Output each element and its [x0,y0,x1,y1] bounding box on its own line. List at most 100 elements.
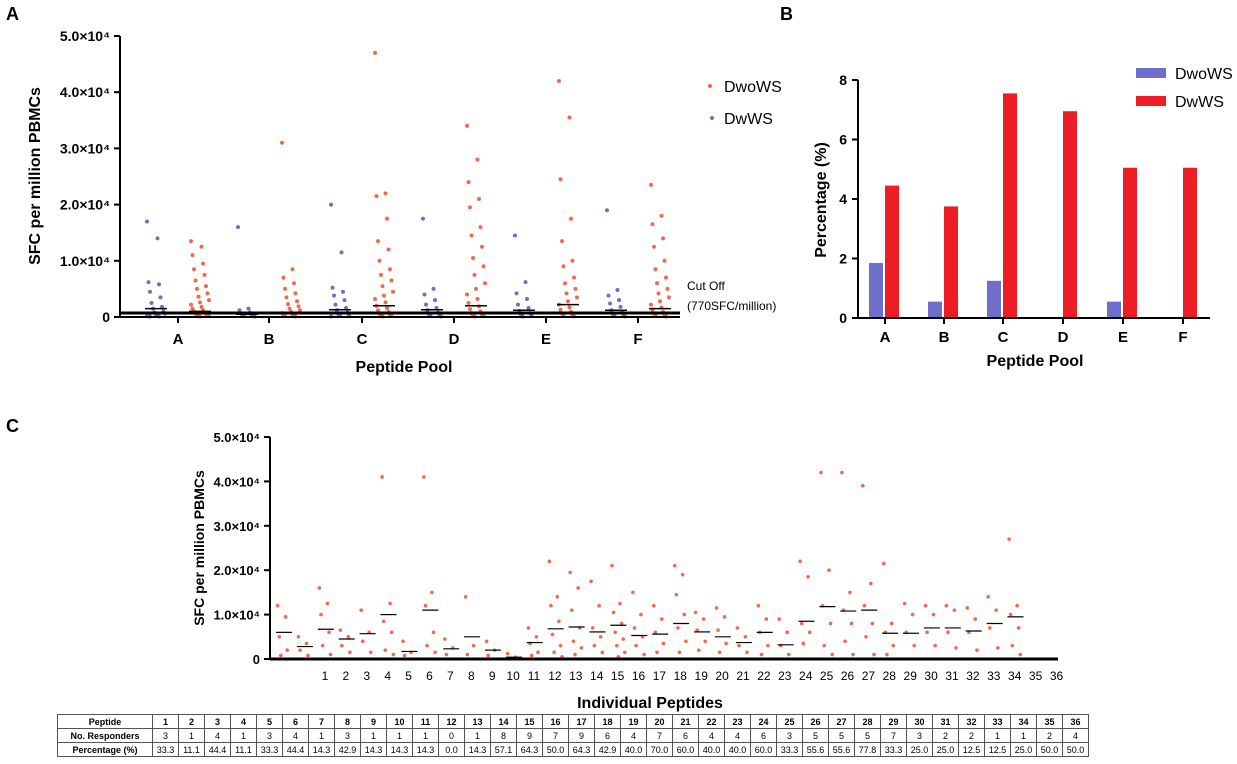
panel-c-point [975,648,979,652]
panel-c-xtick-label: 30 [924,669,938,683]
panel-c-point [759,652,764,657]
table-cell-percentage-34: 25.0 [1010,742,1037,757]
panel-c-point [361,639,365,644]
table-cell-percentage-10: 14.3 [386,742,413,757]
panel-c-point [552,650,556,655]
panel-b-xlabel: Peptide Pool [987,353,1084,370]
panel-c-point [724,641,728,646]
table-header-percentage: Percentage (%) [57,742,153,757]
panel-c-point [828,621,833,626]
responders-table: Peptide 1 2 3 4 5 6 7 8 9 10 11 12 13 14 15 16 17 18 19 20 2… [57,714,1089,757]
panel-a-point-dwows [385,216,389,221]
panel-a-point-dwows [659,213,664,218]
table-cell-peptides-36: 36 [1062,714,1089,729]
panel-c-xtick-label: 22 [757,669,771,683]
panel-c-ytick-label: 5.0×10⁴ [213,430,260,445]
panel-c-point [389,630,394,635]
panel-a-point-dwows [377,258,382,263]
panel-c-point [340,643,344,648]
panel-c-point [996,646,1000,650]
table-cell-peptides-18: 18 [594,714,621,729]
panel-b-xtick-label: B [939,329,950,346]
panel-c-point [902,601,907,606]
panel-c-point [465,652,470,657]
panel-b-bar-dwows [869,262,883,318]
panel-a-point-dwows [658,299,662,304]
panel-c-point [677,650,682,655]
table-cell-percentage-22: 40.0 [698,742,725,757]
table-cell-percentage-17: 64.3 [568,742,595,757]
table-cell-responders-27: 5 [828,728,855,743]
panel-c-point [430,590,434,595]
table-cell-percentage-9: 14.3 [360,742,387,757]
panel-a-point-dwows [189,302,193,307]
panel-a-point-dwows [570,258,575,263]
panel-c-point [319,612,323,617]
table-cell-responders-26: 5 [802,728,829,743]
table-cell-peptides-21: 21 [672,714,699,729]
panel-c-point [827,568,831,572]
panel-c-point [764,617,769,621]
table-cell-percentage-12: 0.0 [438,742,465,757]
panel-a-point-dwws [431,286,436,291]
panel-c-point [946,630,950,635]
panel-c-point [870,621,875,626]
panel-a-ytick-label: 1.0×10⁴ [60,253,110,269]
table-cell-percentage-36: 50.0 [1062,742,1089,757]
panel-a-point-dwws [526,306,531,311]
panel-a-point-dwows [383,300,388,305]
panel-c-point [391,652,396,657]
panel-c-point [348,650,352,655]
table-cell-peptides-23: 23 [724,714,751,729]
panel-a-ytick-label: 4.0×10⁴ [60,84,110,100]
panel-a-point-dwows [466,180,471,185]
panel-c-point [885,652,889,657]
panel-a-point-dwows [386,247,391,252]
panel-c-point [550,632,555,637]
panel-c-ylabel: SFC per million PBMCs [191,470,207,626]
table-cell-percentage-31: 25.0 [932,742,959,757]
panel-a-point-dwows [475,297,480,302]
panel-c-point [954,646,958,650]
panel-c-xtick-label: 4 [384,669,391,683]
panel-b-bar-dwows [928,301,942,318]
panel-a-point-dwws [146,280,151,285]
panel-c-xtick-label: 29 [904,669,918,683]
panel-c-point [433,650,437,655]
panel-c-point [912,643,916,648]
panel-b-bar-dwws [1003,93,1017,318]
panel-a-point-dwows [391,289,395,294]
panel-a-point-dwows [480,244,484,249]
panel-b-bar-dwows [1107,301,1121,318]
table-cell-responders-10: 1 [386,728,413,743]
panel-a-point-dwows [483,281,487,286]
panel-a-xtick-label: C [357,331,368,348]
table-cell-responders-24: 6 [750,728,777,743]
panel-c-point [872,652,876,657]
panel-c-xtick-label: 25 [820,669,834,683]
panel-c-xtick-label: 28 [883,669,897,683]
panel-a-points [145,50,671,319]
panel-c-point [325,601,330,606]
panel-c-xtick-label: 2 [343,669,350,683]
panel-a-point-dwows [561,264,566,269]
panel-a-point-dwows [373,297,377,302]
panel-c-point [952,608,957,612]
panel-a-point-dwows [472,272,477,277]
panel-a-xlabel: Peptide Pool [356,359,453,376]
panel-b-bar-dwws [944,206,958,318]
table-cell-responders-34: 1 [1010,728,1037,743]
table-cell-percentage-16: 50.0 [542,742,569,757]
table-cell-percentage-20: 70.0 [646,742,673,757]
table-cell-responders-12: 0 [438,728,465,743]
panel-c-point [988,626,992,630]
panel-b-chart: Percentage (%) Peptide Pool 0 2 4 6 8 A B C D E F… [813,66,1233,370]
panel-a-point-dwows [280,140,284,145]
table-cell-responders-4: 1 [230,728,257,743]
panel-c-xtick-label: 16 [632,669,646,683]
panel-a-point-dwows [652,244,656,249]
panel-a-point-dwws [157,282,161,287]
table-cell-percentage-24: 60.0 [750,742,777,757]
table-cell-peptides-31: 31 [932,714,959,729]
